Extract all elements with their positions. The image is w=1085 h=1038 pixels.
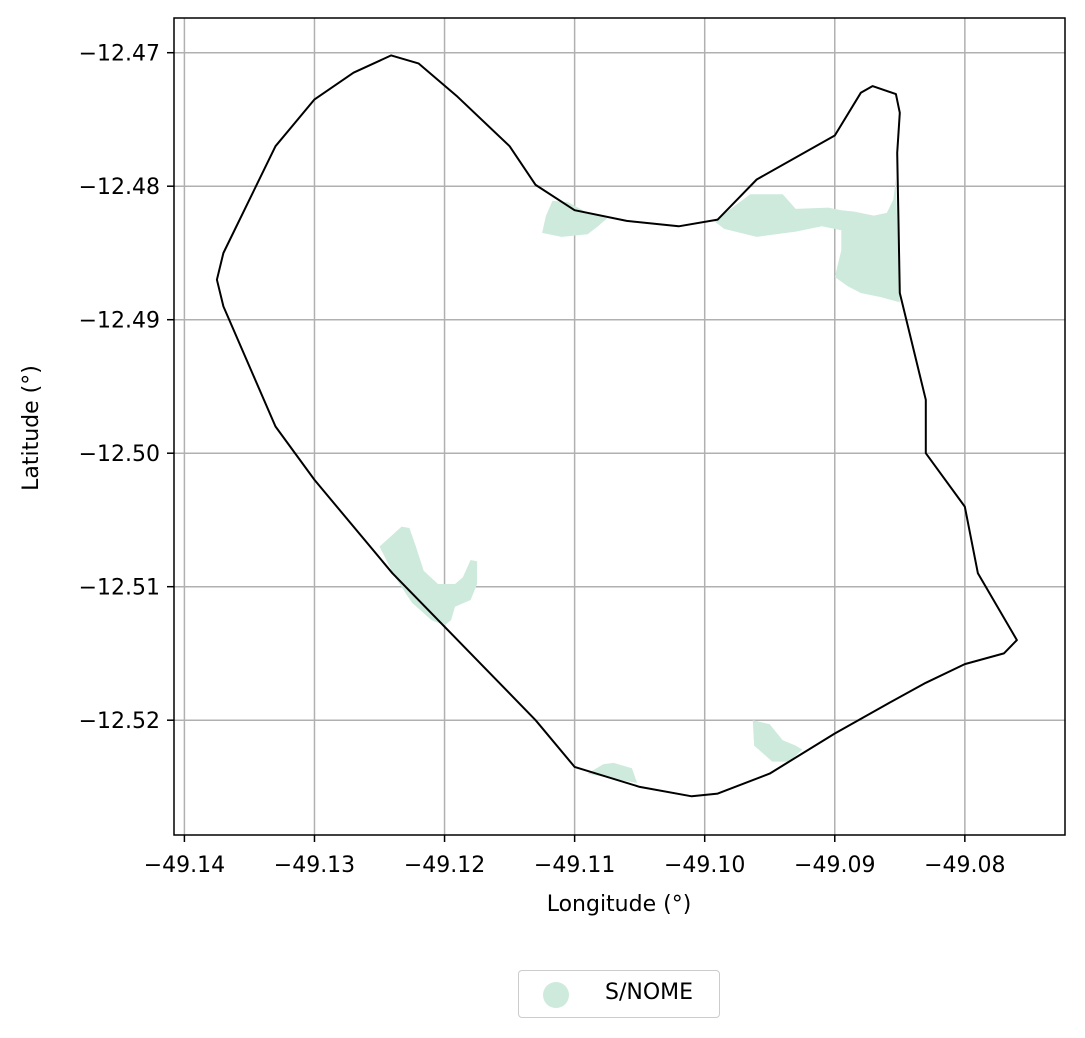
feature-polygon [752,720,803,762]
y-tick-label: −12.49 [79,309,160,334]
x-tick-label: −49.09 [794,853,875,878]
y-axis-label: Latitude (°) [19,365,44,491]
grid-lines [174,18,1065,835]
legend-swatch-marker [543,982,569,1008]
legend: S/NOME [518,970,720,1018]
x-tick-label: −49.11 [534,853,615,878]
x-tick-label: −49.08 [924,853,1005,878]
x-tick-label: −49.12 [404,853,485,878]
plot-frame [173,17,1066,836]
plot-background [174,18,1065,835]
x-tick-label: −49.10 [664,853,745,878]
feature-polygon [542,200,608,237]
feature-polygon [587,762,638,783]
legend-label: S/NOME [605,980,694,1005]
y-tick-label: −12.47 [79,42,160,67]
boundary-outline [215,54,1018,798]
y-tick-label: −12.52 [79,709,160,734]
boundary-line [215,54,1018,798]
y-tick-label: −12.51 [79,576,160,601]
feature-polygon [379,526,478,626]
feature-polygons [379,178,900,783]
y-tick-label: −12.50 [79,442,160,467]
x-tick-label: −49.13 [274,853,355,878]
x-tick-label: −49.14 [144,853,225,878]
feature-polygon [713,178,900,303]
x-axis-label: Longitude (°) [547,892,692,917]
x-axis-ticks: −49.14 −49.13 −49.12 −49.11 −49.10 −49.09 −49.… [144,835,1006,878]
y-tick-label: −12.48 [79,175,160,200]
y-axis-ticks: −12.47 −12.48 −12.49 −12.50 −12.51 −12.52 [79,42,174,734]
